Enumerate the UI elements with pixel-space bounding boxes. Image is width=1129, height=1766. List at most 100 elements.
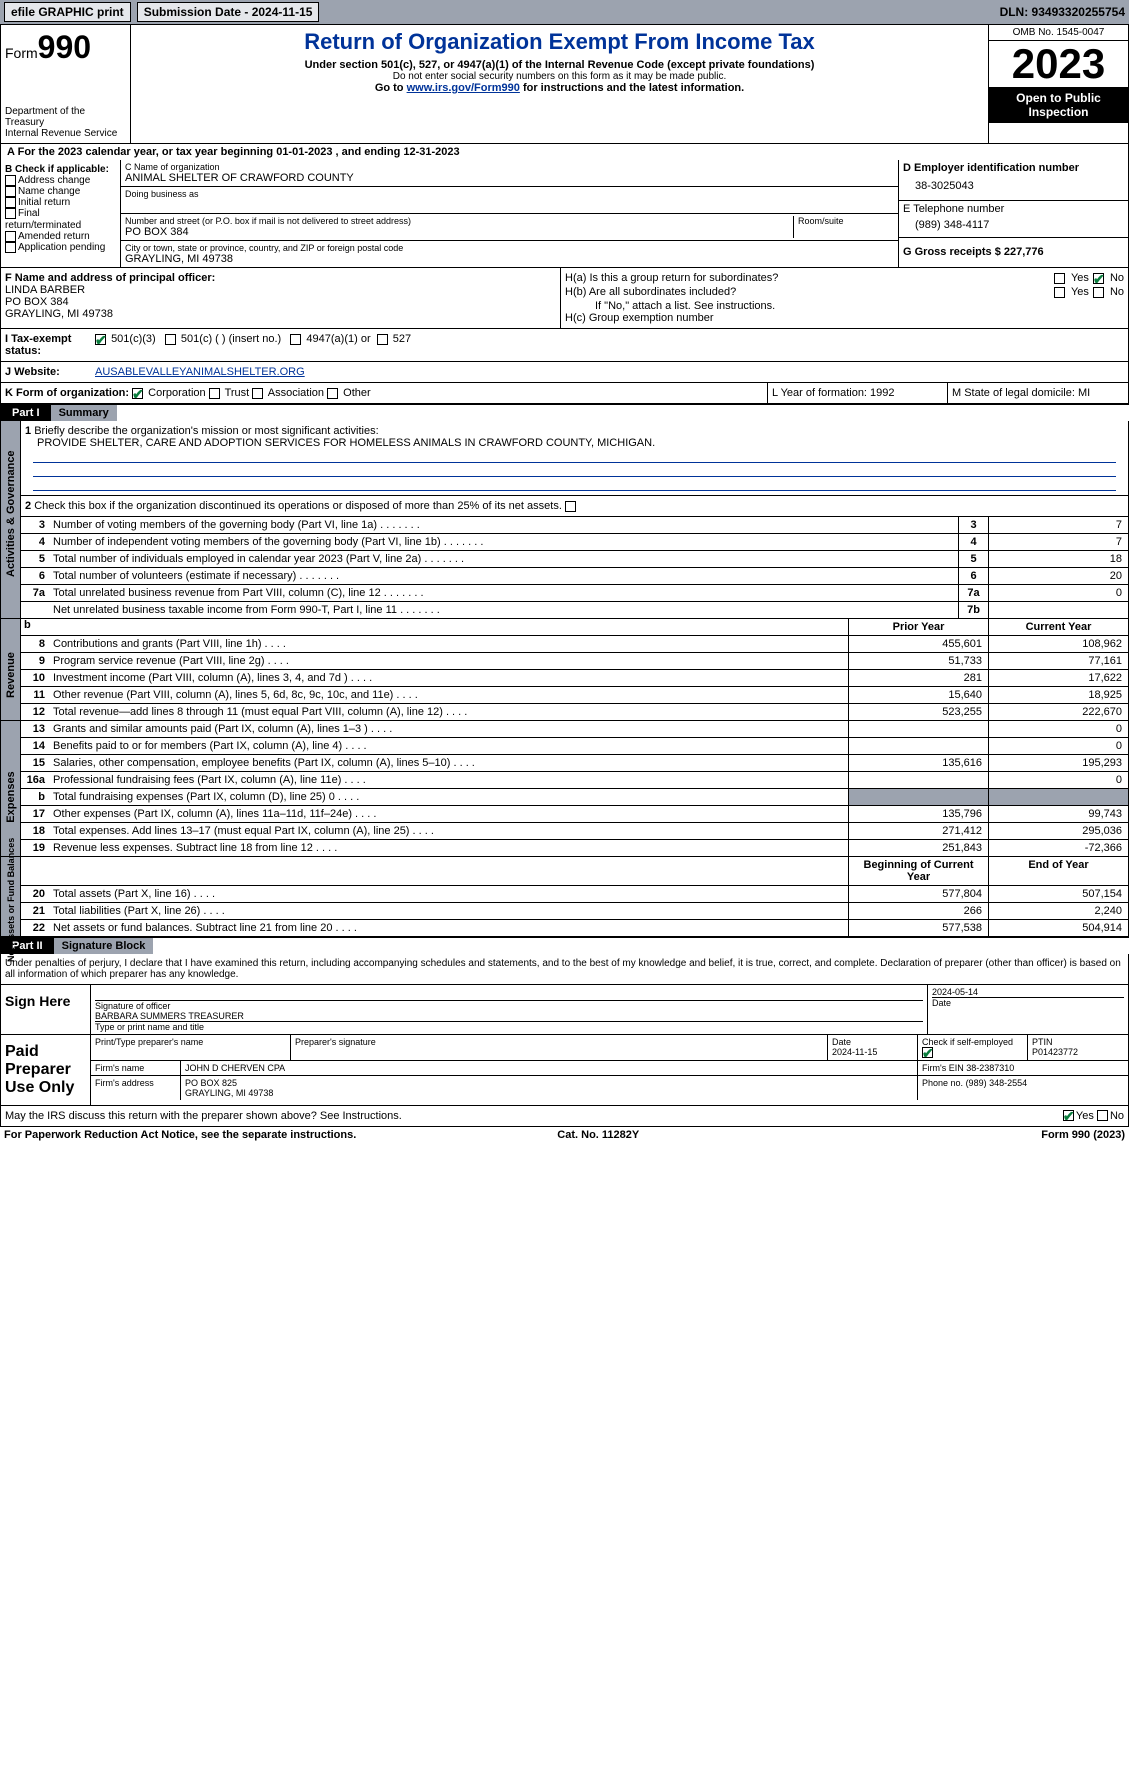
ha-no[interactable] xyxy=(1093,273,1104,284)
section-a: A For the 2023 calendar year, or tax yea… xyxy=(0,144,1129,160)
checkbox-name-change[interactable] xyxy=(5,186,16,197)
room-label: Room/suite xyxy=(798,216,894,226)
checkbox-amended[interactable] xyxy=(5,231,16,242)
summary-expenses: Expenses 13Grants and similar amounts pa… xyxy=(0,721,1129,857)
firm-addr-label: Firm's address xyxy=(91,1076,181,1100)
summary-netassets: Net Assets or Fund Balances Beginning of… xyxy=(0,857,1129,937)
dept-treasury: Department of the Treasury xyxy=(5,106,126,128)
phone-label: E Telephone number xyxy=(903,203,1124,215)
discuss-yes[interactable] xyxy=(1063,1110,1074,1121)
pt-sig-label: Preparer's signature xyxy=(291,1035,828,1060)
date-label: Date xyxy=(932,997,1124,1008)
section-fh: F Name and address of principal officer:… xyxy=(0,268,1129,329)
officer-sig: BARBARA SUMMERS TREASURER xyxy=(95,1011,923,1021)
checkbox-app-pending[interactable] xyxy=(5,242,16,253)
type-name-label: Type or print name and title xyxy=(95,1021,923,1032)
form-footer: Form 990 (2023) xyxy=(1041,1129,1125,1141)
part1-header: Part I xyxy=(0,405,52,421)
firm-name: JOHN D CHERVEN CPA xyxy=(181,1061,918,1075)
section-j-label: J Website: xyxy=(1,362,91,382)
checkbox-address-change[interactable] xyxy=(5,175,16,186)
tab-revenue: Revenue xyxy=(5,625,17,725)
hb-yes[interactable] xyxy=(1054,287,1065,298)
declaration-text: Under penalties of perjury, I declare th… xyxy=(1,954,1128,984)
eoy-header: End of Year xyxy=(988,857,1128,885)
summary-revenue: Revenue bPrior YearCurrent Year 8Contrib… xyxy=(0,619,1129,721)
org-name-label: C Name of organization xyxy=(125,162,894,172)
chk-corp[interactable] xyxy=(132,388,143,399)
signature-block: Under penalties of perjury, I declare th… xyxy=(0,954,1129,1127)
chk-discontinued[interactable] xyxy=(565,501,576,512)
discuss-no[interactable] xyxy=(1097,1110,1108,1121)
ein-label: D Employer identification number xyxy=(903,162,1124,174)
org-name: ANIMAL SHELTER OF CRAWFORD COUNTY xyxy=(125,172,894,184)
current-year-header: Current Year xyxy=(988,619,1128,635)
chk-assoc[interactable] xyxy=(252,388,263,399)
irs-label: Internal Revenue Service xyxy=(5,128,126,139)
goto-prefix: Go to xyxy=(375,82,407,94)
section-b-label: B Check if applicable: xyxy=(5,164,116,175)
hb-no[interactable] xyxy=(1093,287,1104,298)
discuss-text: May the IRS discuss this return with the… xyxy=(5,1110,1063,1122)
submission-date: Submission Date - 2024-11-15 xyxy=(137,2,320,22)
topbar: efile GRAPHIC print Submission Date - 20… xyxy=(0,0,1129,24)
efile-button[interactable]: efile GRAPHIC print xyxy=(4,2,131,22)
city-value: GRAYLING, MI 49738 xyxy=(125,253,894,265)
website-link[interactable]: AUSABLEVALLEYANIMALSHELTER.ORG xyxy=(95,366,305,378)
pt-name-label: Print/Type preparer's name xyxy=(91,1035,291,1060)
paid-prep-label: Paid Preparer Use Only xyxy=(1,1035,91,1105)
form-number: 990 xyxy=(38,29,91,65)
part2-title: Signature Block xyxy=(54,938,154,954)
ssn-note: Do not enter social security numbers on … xyxy=(135,71,984,82)
form-prefix: Form xyxy=(5,45,38,61)
street-label: Number and street (or P.O. box if mail i… xyxy=(125,216,789,226)
officer-street: PO BOX 384 xyxy=(5,296,556,308)
tab-netassets: Net Assets or Fund Balances xyxy=(6,842,16,962)
street-value: PO BOX 384 xyxy=(125,226,789,238)
sig-officer-label: Signature of officer xyxy=(95,1001,923,1011)
mission-label: Briefly describe the organization's miss… xyxy=(34,425,378,437)
checkbox-initial-return[interactable] xyxy=(5,197,16,208)
firm-addr1: PO BOX 825 xyxy=(185,1078,237,1088)
officer-label: F Name and address of principal officer: xyxy=(5,272,556,284)
state-domicile: M State of legal domicile: MI xyxy=(948,383,1128,403)
chk-527[interactable] xyxy=(377,334,388,345)
city-label: City or town, state or province, country… xyxy=(125,243,894,253)
firm-phone: (989) 348-2554 xyxy=(966,1078,1028,1088)
sig-date: 2024-05-14 xyxy=(932,987,1124,997)
ha-yes[interactable] xyxy=(1054,273,1065,284)
paperwork-notice: For Paperwork Reduction Act Notice, see … xyxy=(4,1129,356,1141)
firm-addr2: GRAYLING, MI 49738 xyxy=(185,1088,273,1098)
footer: For Paperwork Reduction Act Notice, see … xyxy=(0,1127,1129,1143)
bocy-header: Beginning of Current Year xyxy=(848,857,988,885)
tab-governance: Activities & Governance xyxy=(5,477,17,577)
firm-ein: 38-2387310 xyxy=(966,1063,1014,1073)
hc-label: H(c) Group exemption number xyxy=(565,312,1124,324)
ptin: P01423772 xyxy=(1032,1047,1078,1057)
irs-link[interactable]: www.irs.gov/Form990 xyxy=(407,82,520,94)
form-subtitle: Under section 501(c), 527, or 4947(a)(1)… xyxy=(135,59,984,71)
form-title: Return of Organization Exempt From Incom… xyxy=(135,29,984,55)
line2-text: Check this box if the organization disco… xyxy=(34,500,562,512)
open-public-badge: Open to Public Inspection xyxy=(989,87,1128,123)
part1-title: Summary xyxy=(51,405,117,421)
chk-501c[interactable] xyxy=(165,334,176,345)
checkbox-final-return[interactable] xyxy=(5,208,16,219)
hb-label: H(b) Are all subordinates included? xyxy=(565,286,1050,298)
chk-501c3[interactable] xyxy=(95,334,106,345)
officer-city: GRAYLING, MI 49738 xyxy=(5,308,556,320)
chk-self-employed[interactable] xyxy=(922,1047,933,1058)
cat-no: Cat. No. 11282Y xyxy=(557,1129,639,1141)
summary-governance: Activities & Governance 1 Briefly descri… xyxy=(0,421,1129,619)
chk-trust[interactable] xyxy=(209,388,220,399)
dba-label: Doing business as xyxy=(125,189,894,199)
chk-4947[interactable] xyxy=(290,334,301,345)
mission-text: PROVIDE SHELTER, CARE AND ADOPTION SERVI… xyxy=(25,437,655,449)
section-k-label: K Form of organization: xyxy=(5,387,129,399)
dln: DLN: 93493320255754 xyxy=(1000,5,1125,19)
hb-note: If "No," attach a list. See instructions… xyxy=(565,300,1124,312)
officer-name: LINDA BARBER xyxy=(5,284,556,296)
sign-here-label: Sign Here xyxy=(1,985,91,1034)
tab-expenses: Expenses xyxy=(5,747,17,847)
chk-other[interactable] xyxy=(327,388,338,399)
